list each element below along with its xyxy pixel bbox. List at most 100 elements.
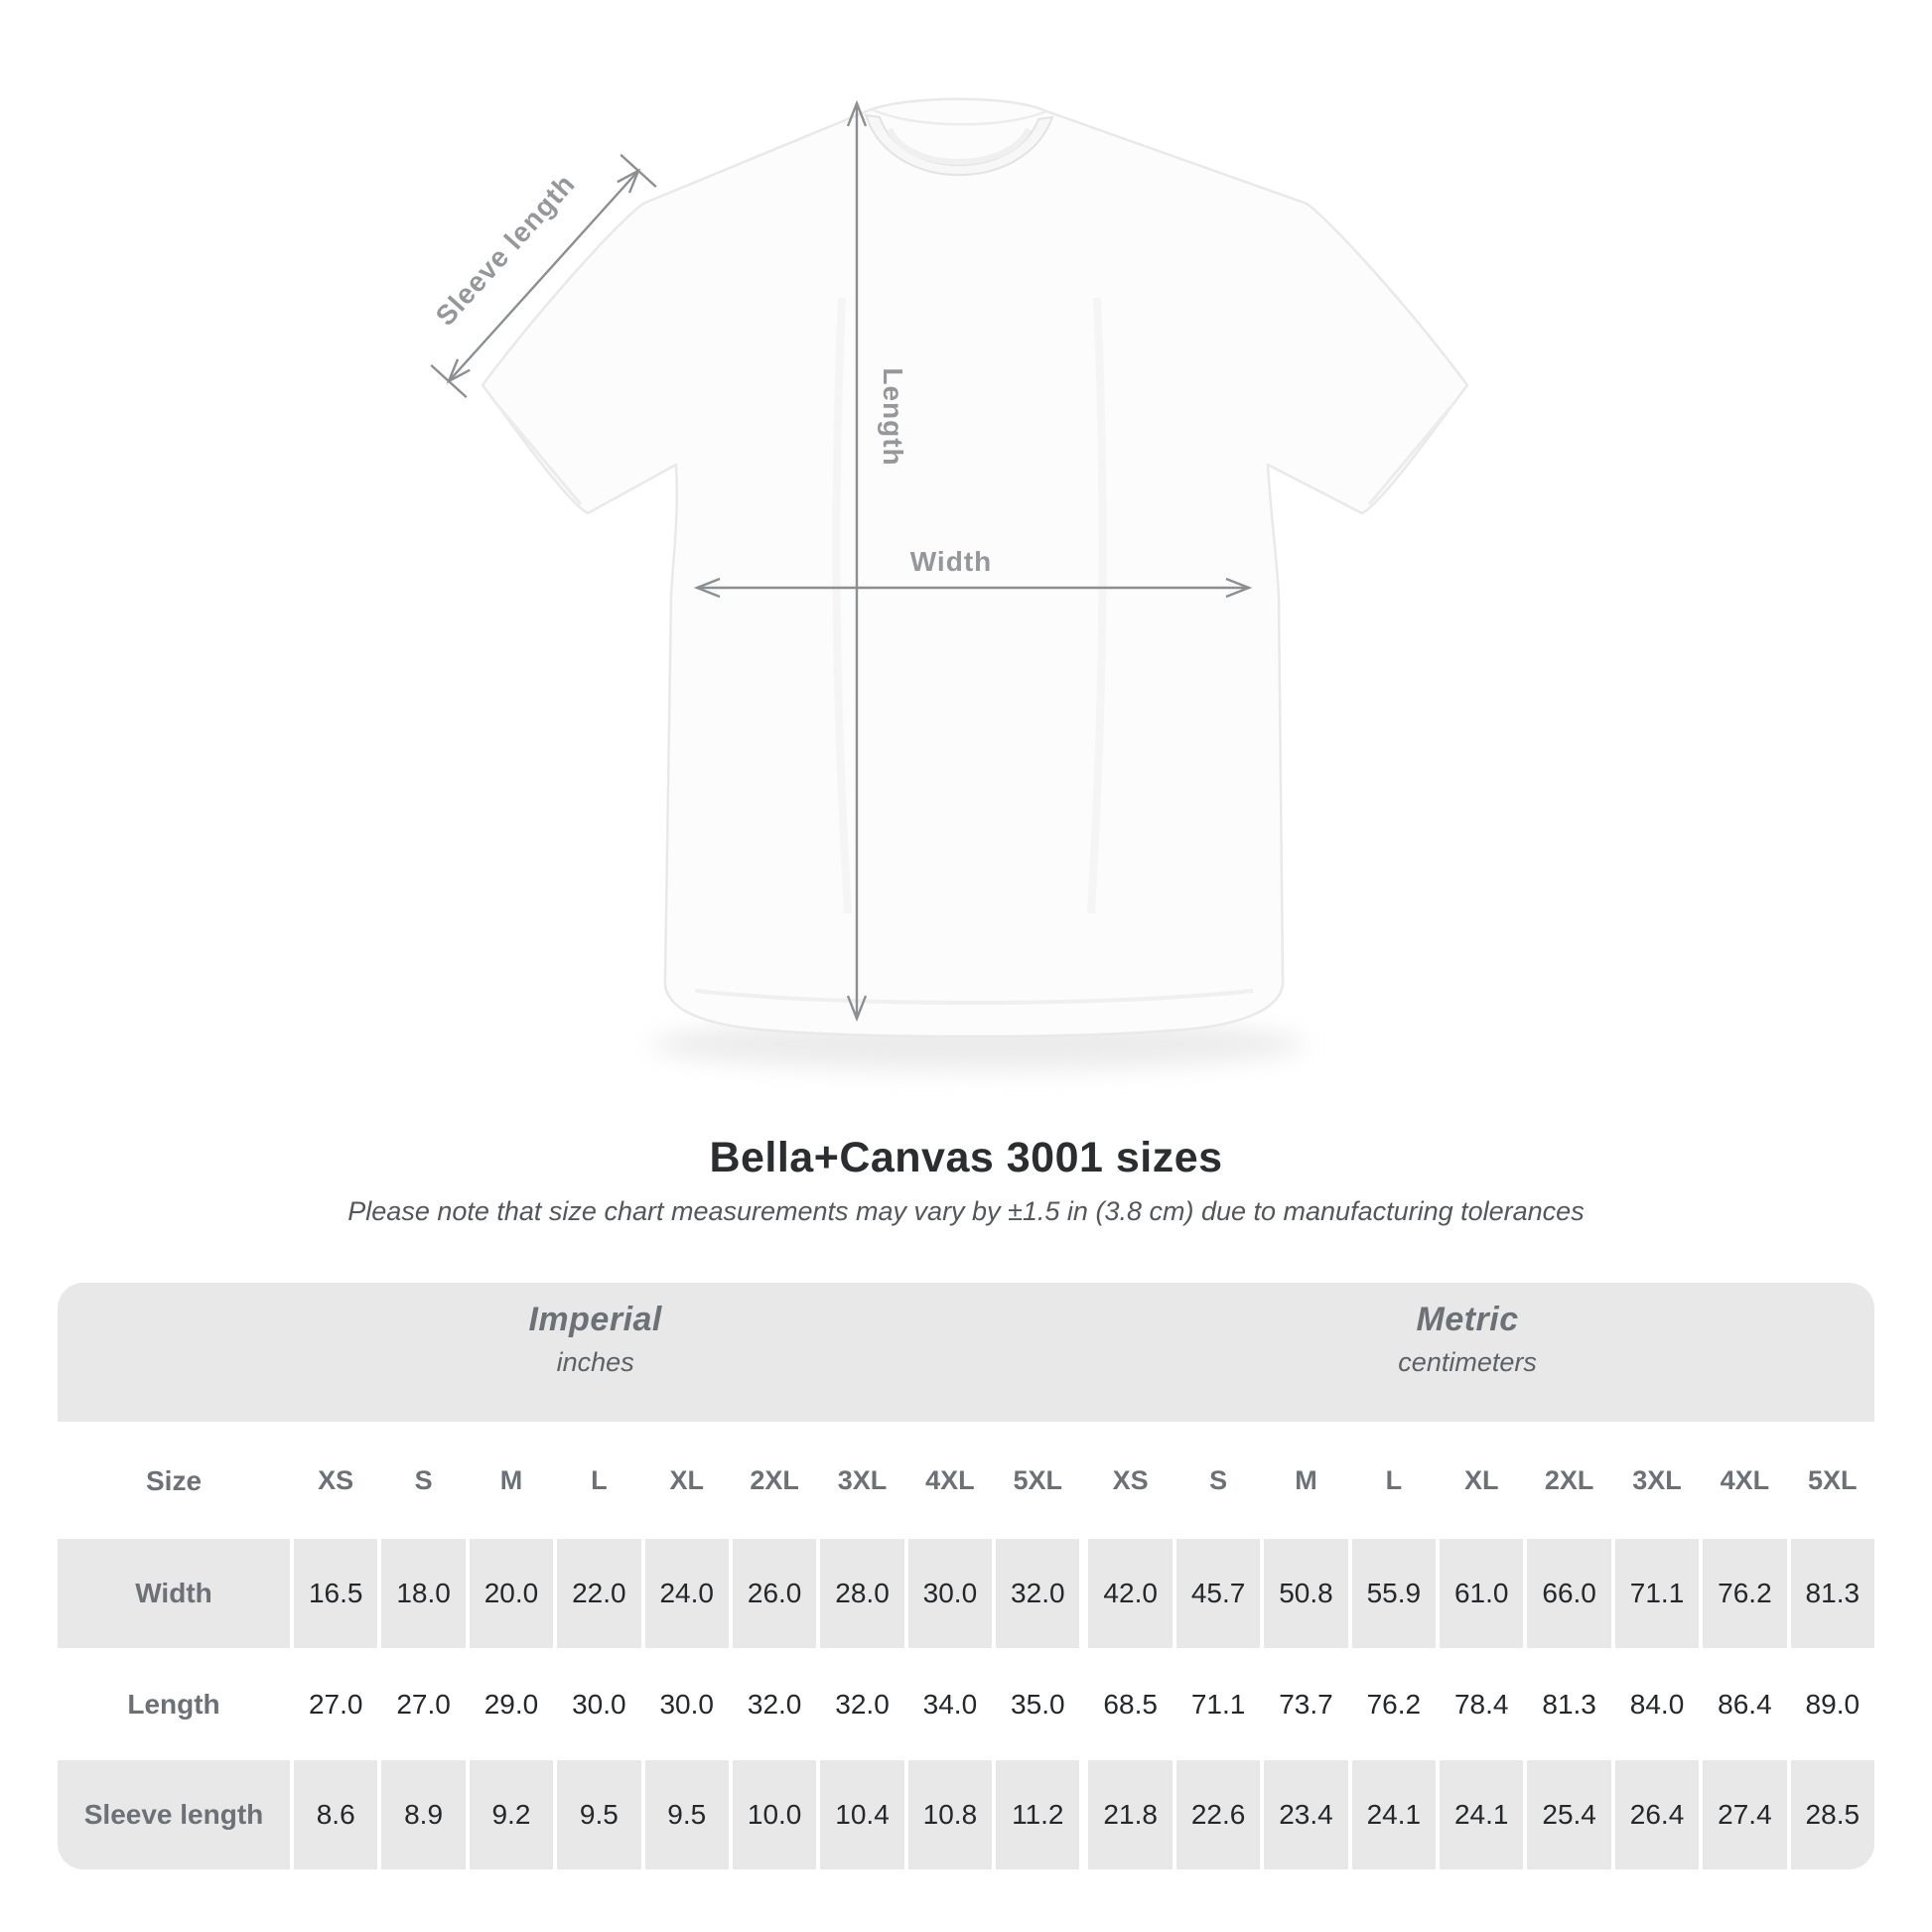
size-header-cell: XL xyxy=(1463,1465,1499,1495)
size-header-row: Size XS S M L XL 2XL 3XL 4XL 5XL XS S M L XL 2XL 3XL 4XL… xyxy=(58,1426,1874,1536)
value-cell: 8.6 xyxy=(294,1760,378,1869)
table-row-sleeve-length: Sleeve length 8.6 8.9 9.2 9.5 9.5 10.0 10.4 10.… xyxy=(58,1760,1874,1869)
size-header-cell: XS xyxy=(1112,1465,1149,1495)
value-cell: 26.4 xyxy=(1614,1760,1700,1869)
tshirt-body xyxy=(481,97,1469,1038)
back-collar-line xyxy=(871,107,1047,126)
value-cell: 66.0 xyxy=(1527,1539,1611,1648)
fabric-crease-right xyxy=(1087,297,1107,914)
column-gutter xyxy=(1083,1426,1084,1536)
metric-unit: centimeters xyxy=(1398,1347,1537,1377)
metric-title: Metric xyxy=(1416,1301,1519,1338)
collar-inner-shadow xyxy=(887,127,1032,165)
size-header-cell: 5XL xyxy=(1013,1465,1063,1495)
table-row-width: Width 16.5 18.0 20.0 22.0 24.0 26.0 28.0 30.0 32… xyxy=(58,1539,1874,1648)
right-cuff-seam xyxy=(1367,399,1458,505)
value-cell: 50.8 xyxy=(1264,1539,1348,1648)
value-cell: 84.0 xyxy=(1629,1688,1685,1720)
size-corner-label: Size xyxy=(145,1464,203,1496)
size-header-cell: XL xyxy=(669,1465,704,1495)
size-chart-table: Imperial inches Metric centimeters Size … xyxy=(58,1283,1874,1869)
value-cell: 32.0 xyxy=(835,1688,890,1720)
value-cell: 22.6 xyxy=(1175,1760,1261,1869)
value-cell: 27.0 xyxy=(308,1688,363,1720)
value-cell: 68.5 xyxy=(1103,1688,1158,1720)
value-cell: 71.1 xyxy=(1190,1688,1246,1720)
metric-header: Metric centimeters xyxy=(1398,1301,1537,1378)
value-cell: 30.0 xyxy=(907,1539,993,1648)
value-cell: 24.1 xyxy=(1351,1760,1437,1869)
left-cuff-seam xyxy=(491,399,583,505)
page-title: Bella+Canvas 3001 sizes xyxy=(709,1134,1223,1181)
tolerance-note: Please note that size chart measurements… xyxy=(347,1196,1585,1226)
value-cell: 25.4 xyxy=(1527,1760,1611,1869)
size-header-cell: M xyxy=(499,1465,523,1495)
size-header-cell: 4XL xyxy=(925,1465,975,1495)
value-cell: 61.0 xyxy=(1440,1539,1524,1648)
value-cell: 20.0 xyxy=(469,1539,554,1648)
value-cell: 55.9 xyxy=(1351,1539,1437,1648)
size-header-cell: L xyxy=(1385,1465,1403,1495)
value-cell: 73.7 xyxy=(1279,1688,1333,1720)
value-cell: 18.0 xyxy=(381,1539,466,1648)
size-header-cell: 2XL xyxy=(750,1465,799,1495)
length-label: Length xyxy=(878,367,908,466)
value-cell: 71.1 xyxy=(1614,1539,1700,1648)
value-cell: 30.0 xyxy=(572,1688,626,1720)
row-label-length: Length xyxy=(127,1688,220,1720)
size-header-cell: 3XL xyxy=(837,1465,888,1495)
value-cell: 27.0 xyxy=(396,1688,451,1720)
value-cell: 42.0 xyxy=(1088,1539,1173,1648)
value-cell: 8.9 xyxy=(381,1760,466,1869)
width-arrowhead-right xyxy=(1225,577,1253,599)
value-cell: 9.2 xyxy=(469,1760,554,1869)
value-cell: 21.8 xyxy=(1088,1760,1173,1869)
imperial-title: Imperial xyxy=(528,1301,662,1338)
value-cell: 16.5 xyxy=(294,1539,378,1648)
value-cell: 24.1 xyxy=(1440,1760,1524,1869)
value-cell: 86.4 xyxy=(1718,1688,1772,1720)
value-cell: 45.7 xyxy=(1175,1539,1261,1648)
row-label-sleeve-length: Sleeve length xyxy=(58,1760,290,1869)
value-cell: 10.4 xyxy=(820,1760,904,1869)
width-arrowhead-left xyxy=(693,577,721,599)
heading-block: Bella+Canvas 3001 sizes Please note that… xyxy=(0,1134,1932,1227)
sleeve-end-tick-bottom xyxy=(430,364,468,398)
width-label: Width xyxy=(910,546,993,577)
column-gutter xyxy=(1083,1651,1084,1757)
column-gutter xyxy=(1083,1760,1084,1869)
value-cell: 26.0 xyxy=(732,1539,817,1648)
sleeve-end-tick-top xyxy=(620,154,657,188)
value-cell: 81.3 xyxy=(1790,1539,1874,1648)
measurement-annotations xyxy=(430,99,1253,1023)
size-header-cell: 3XL xyxy=(1632,1465,1682,1495)
length-arrowhead-top xyxy=(846,99,868,127)
imperial-header: Imperial inches xyxy=(528,1301,661,1378)
imperial-unit: inches xyxy=(556,1347,634,1377)
value-cell: 10.8 xyxy=(907,1760,993,1869)
table-row-length: Length 27.0 27.0 29.0 30.0 30.0 32.0 32.0 34.0 3… xyxy=(58,1651,1874,1757)
value-cell: 76.2 xyxy=(1703,1539,1787,1648)
size-header-cell: 5XL xyxy=(1808,1465,1858,1495)
value-cell: 78.4 xyxy=(1453,1688,1509,1720)
value-cell: 34.0 xyxy=(922,1688,978,1720)
value-cell: 32.0 xyxy=(747,1688,802,1720)
value-cell: 22.0 xyxy=(557,1539,641,1648)
value-cell: 27.4 xyxy=(1703,1760,1787,1869)
row-label-width: Width xyxy=(58,1539,290,1648)
fabric-crease-left xyxy=(832,297,852,914)
value-cell: 81.3 xyxy=(1542,1688,1596,1720)
value-cell: 28.0 xyxy=(820,1539,904,1648)
value-cell: 9.5 xyxy=(644,1760,729,1869)
hem-seam xyxy=(694,989,1254,1005)
size-header-cell: S xyxy=(414,1465,433,1495)
value-cell: 30.0 xyxy=(659,1688,714,1720)
value-cell: 11.2 xyxy=(996,1760,1080,1869)
sleeve-arrow-line xyxy=(448,170,639,382)
value-cell: 9.5 xyxy=(557,1760,641,1869)
value-cell: 23.4 xyxy=(1264,1760,1348,1869)
value-cell: 28.5 xyxy=(1790,1760,1874,1869)
unit-header-band: Imperial inches Metric centimeters xyxy=(58,1283,1874,1422)
